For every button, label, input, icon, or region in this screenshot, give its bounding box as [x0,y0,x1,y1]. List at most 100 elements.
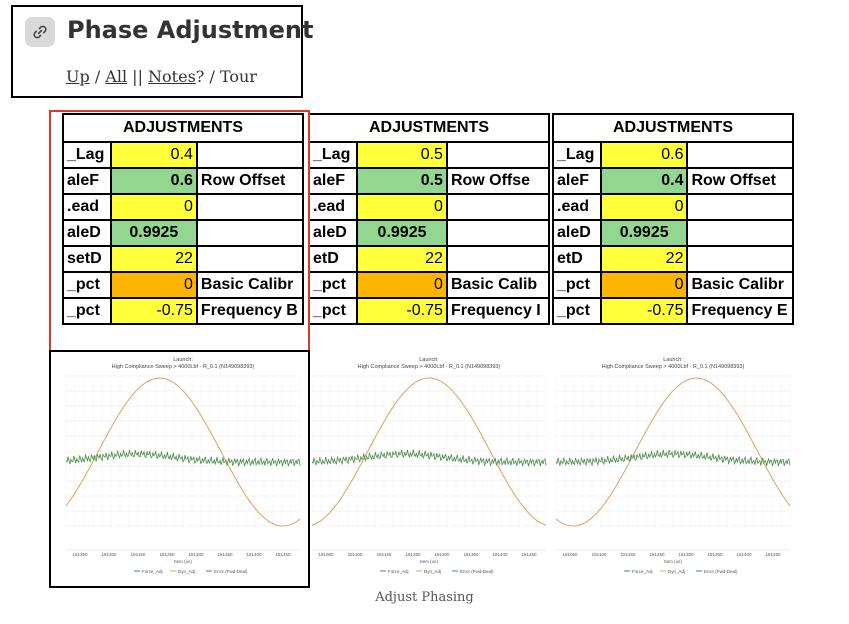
row-note: Basic Calibr [195,271,304,299]
x-tick-label: 181350 [217,552,233,557]
nav-all-link[interactable]: All [105,67,128,86]
row-value: 0 [109,193,198,221]
sine-series-line [555,377,791,527]
row-note [445,245,550,273]
row-label: aleD [62,219,112,247]
x-tick-label: 181050 [562,552,578,557]
page-title: Phase Adjustment [67,16,314,44]
row-label: _pct [62,271,112,299]
row-note [195,193,304,221]
legend-entry: Error (Fwd-Deal) [214,569,248,574]
x-tick-label: 181300 [434,552,450,557]
nav-separator: ? / [195,67,220,86]
row-label: _Lag [552,141,602,169]
chart-svg: Launch:High Compliance Sweep > 4000Lbf -… [311,357,547,574]
nav-separator: / [89,67,106,86]
row-value: 0 [599,271,689,299]
x-tick-label: 181250 [649,552,665,557]
row-label: .ead [62,193,112,221]
row-value: 22 [109,245,198,273]
row-value: 0.5 [356,141,448,169]
x-tick-label: 181300 [101,552,117,557]
row-value: 0 [109,271,198,299]
legend-entry: Force_Adj [142,569,163,574]
noise-series-line [65,449,301,468]
x-tick-label: 181150 [621,552,636,557]
row-value: 0.6 [109,167,198,195]
x-tick-label: 181150 [377,552,392,557]
x-tick-label: 181450 [275,552,291,557]
row-note [686,245,794,273]
x-axis-label: Item (us) [174,559,192,564]
row-note [445,141,550,169]
x-tick-label: 181050 [318,552,334,557]
nav-links: Up / All || Notes? / Tour [66,67,257,86]
row-value: 0.4 [599,167,689,195]
legend-entry: Error (Fwd-Deal) [704,569,738,574]
row-note [686,141,794,169]
chart-1: Launch: High Compliance Sweep > 4000Lbf -… [62,354,304,582]
row-value: 0.6 [599,141,689,169]
row-note [195,245,304,273]
x-tick-label: 181350 [707,552,723,557]
chart-svg: Launch:High Compliance Sweep > 4000Lbf -… [555,357,791,574]
legend-entry: Dyn_Adj [178,569,195,574]
chart-title-line1: Launch: [419,357,439,363]
row-note: Row Offse [445,167,550,195]
row-note [445,193,550,221]
row-value: 0.9925 [109,219,198,247]
sine-series-line [311,377,547,526]
chart-title-line2: High Compliance Sweep > 4000Lbf - R_0.1 … [602,364,745,370]
x-tick-label: 181250 [405,552,421,557]
legend-entry: Force_Adj [632,569,653,574]
row-note [195,219,304,247]
chart-title-line1: Launch: [173,357,193,363]
sine-series-line [65,377,301,527]
row-value: 0.4 [109,141,198,169]
nav-up-link[interactable]: Up [66,67,90,86]
x-tick-label: 181100 [348,552,363,557]
nav-separator: || [127,67,149,86]
x-tick-label: 181300 [678,552,694,557]
row-note [195,141,304,169]
row-label: setD [62,245,112,273]
x-axis-label: Item (us) [664,559,682,564]
nav-tour: Tour [219,67,257,86]
row-note: Row Offset [195,167,304,195]
x-tick-label: 181400 [492,552,508,557]
chart-title-line2: High Compliance Sweep > 4000Lbf - R_0.1 … [112,364,255,370]
row-value: 0 [356,271,448,299]
row-label: aleF [552,167,602,195]
chart-2: Launch: High Compliance Sweep > 4000Lbf -… [308,354,550,582]
x-tick-label: 181100 [592,552,607,557]
row-value: -0.75 [356,297,448,325]
title-box: Phase Adjustment Up / All || Notes? / To… [11,5,313,98]
adjustments-table: ADJUSTMENTS _Lag 0.4 aleF 0.6 Row Offset .e… [62,113,304,325]
x-tick-label: 181400 [246,552,262,557]
row-label: _pct [308,271,359,299]
row-label: etD [308,245,359,273]
row-label: .ead [308,193,359,221]
row-label: _pct [308,297,359,325]
figure-caption: Adjust Phasing [375,590,474,605]
nav-notes-link[interactable]: Notes [148,67,196,86]
row-label: _Lag [62,141,112,169]
row-value: -0.75 [109,297,198,325]
table-heading: ADJUSTMENTS [308,113,550,143]
link-icon[interactable] [25,17,55,47]
row-note [686,193,794,221]
row-label: aleF [62,167,112,195]
adjustments-panel-3: ADJUSTMENTS _Lag 0.6 aleF 0.4 Row Offset .e… [552,113,794,342]
row-value: -0.75 [599,297,689,325]
x-tick-label: 181350 [463,552,479,557]
noise-series-line [555,449,791,467]
row-value: 0.9925 [599,219,689,247]
row-label: _pct [552,297,602,325]
x-tick-label: 181300 [188,552,204,557]
row-value: 0.5 [356,167,448,195]
row-label: _Lag [308,141,359,169]
chart-svg: Launch:High Compliance Sweep > 4000Lbf -… [65,357,301,574]
noise-series-line [311,449,547,467]
x-tick-label: 181250 [159,552,175,557]
chart-3: Launch: High Compliance Sweep > 4000Lbf -… [552,354,794,582]
